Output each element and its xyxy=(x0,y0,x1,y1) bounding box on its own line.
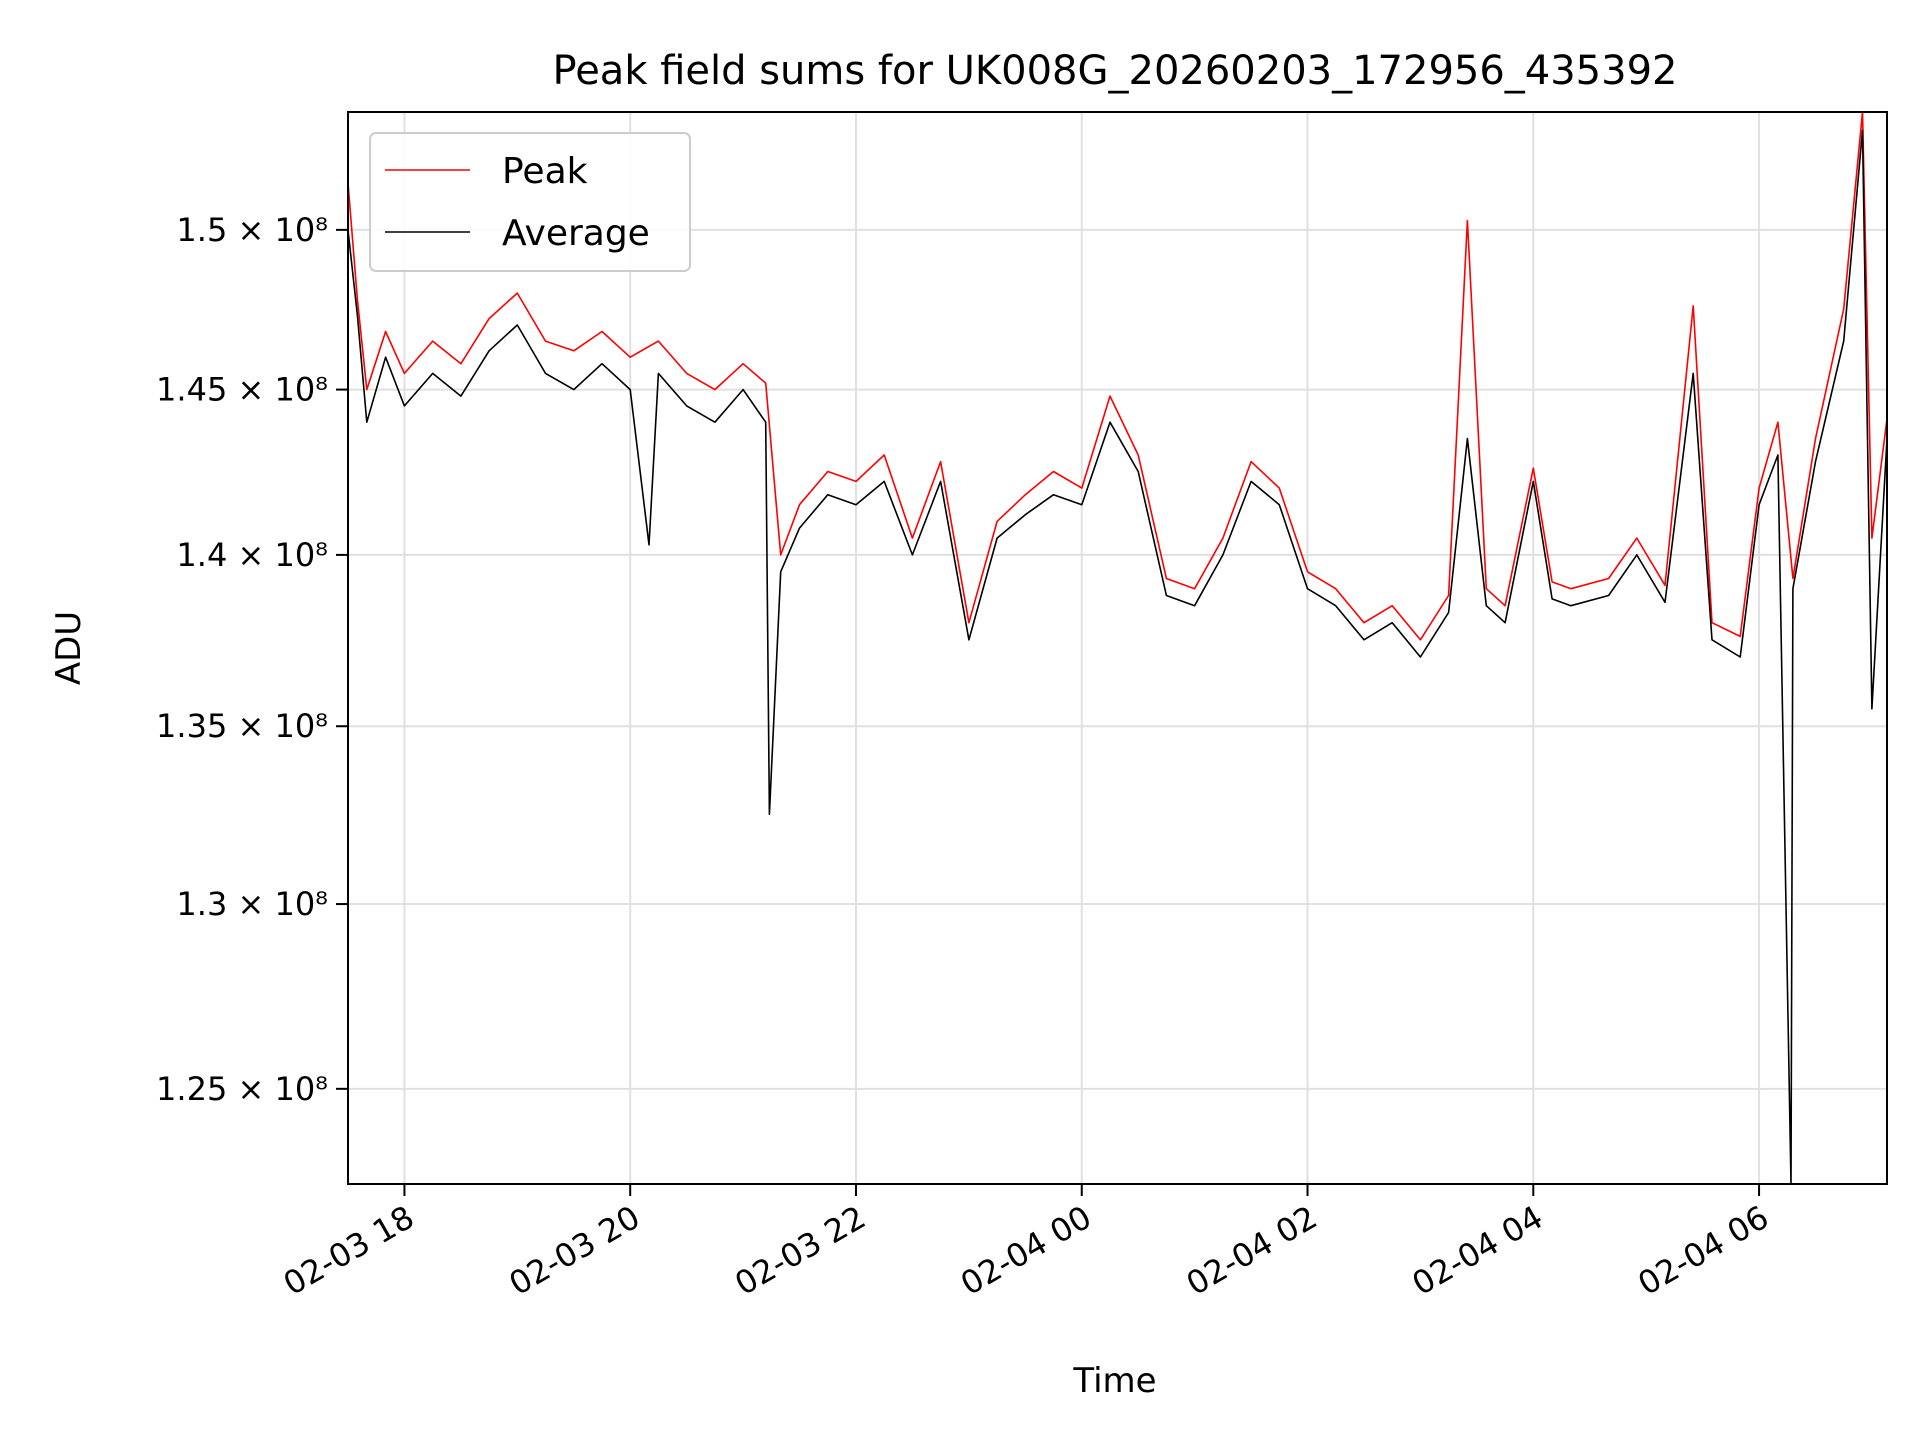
legend-label-average: Average xyxy=(502,213,650,254)
series-lines xyxy=(347,111,1888,1185)
y-tick-label: 1.3 × 10⁸ xyxy=(176,885,328,923)
y-tick-label: 1.4 × 10⁸ xyxy=(176,536,328,574)
plot-frame xyxy=(347,111,1888,1185)
y-tick-label: 1.45 × 10⁸ xyxy=(156,371,328,409)
series-peak-line xyxy=(347,111,1888,641)
x-axis-label: Time xyxy=(1072,1361,1156,1401)
legend: Peak Average xyxy=(369,132,691,272)
legend-box xyxy=(369,132,691,272)
y-tick-label: 1.35 × 10⁸ xyxy=(156,707,328,745)
legend-label-peak: Peak xyxy=(502,151,588,192)
chart-title: Peak field sums for UK008G_20260203_1729… xyxy=(553,48,1678,94)
y-tick-label: 1.5 × 10⁸ xyxy=(176,211,328,249)
series-average-line xyxy=(347,129,1888,1185)
grid-lines xyxy=(348,112,1887,1184)
y-axis-label: ADU xyxy=(49,611,89,685)
y-tick-label: 1.25 × 10⁸ xyxy=(156,1070,328,1108)
